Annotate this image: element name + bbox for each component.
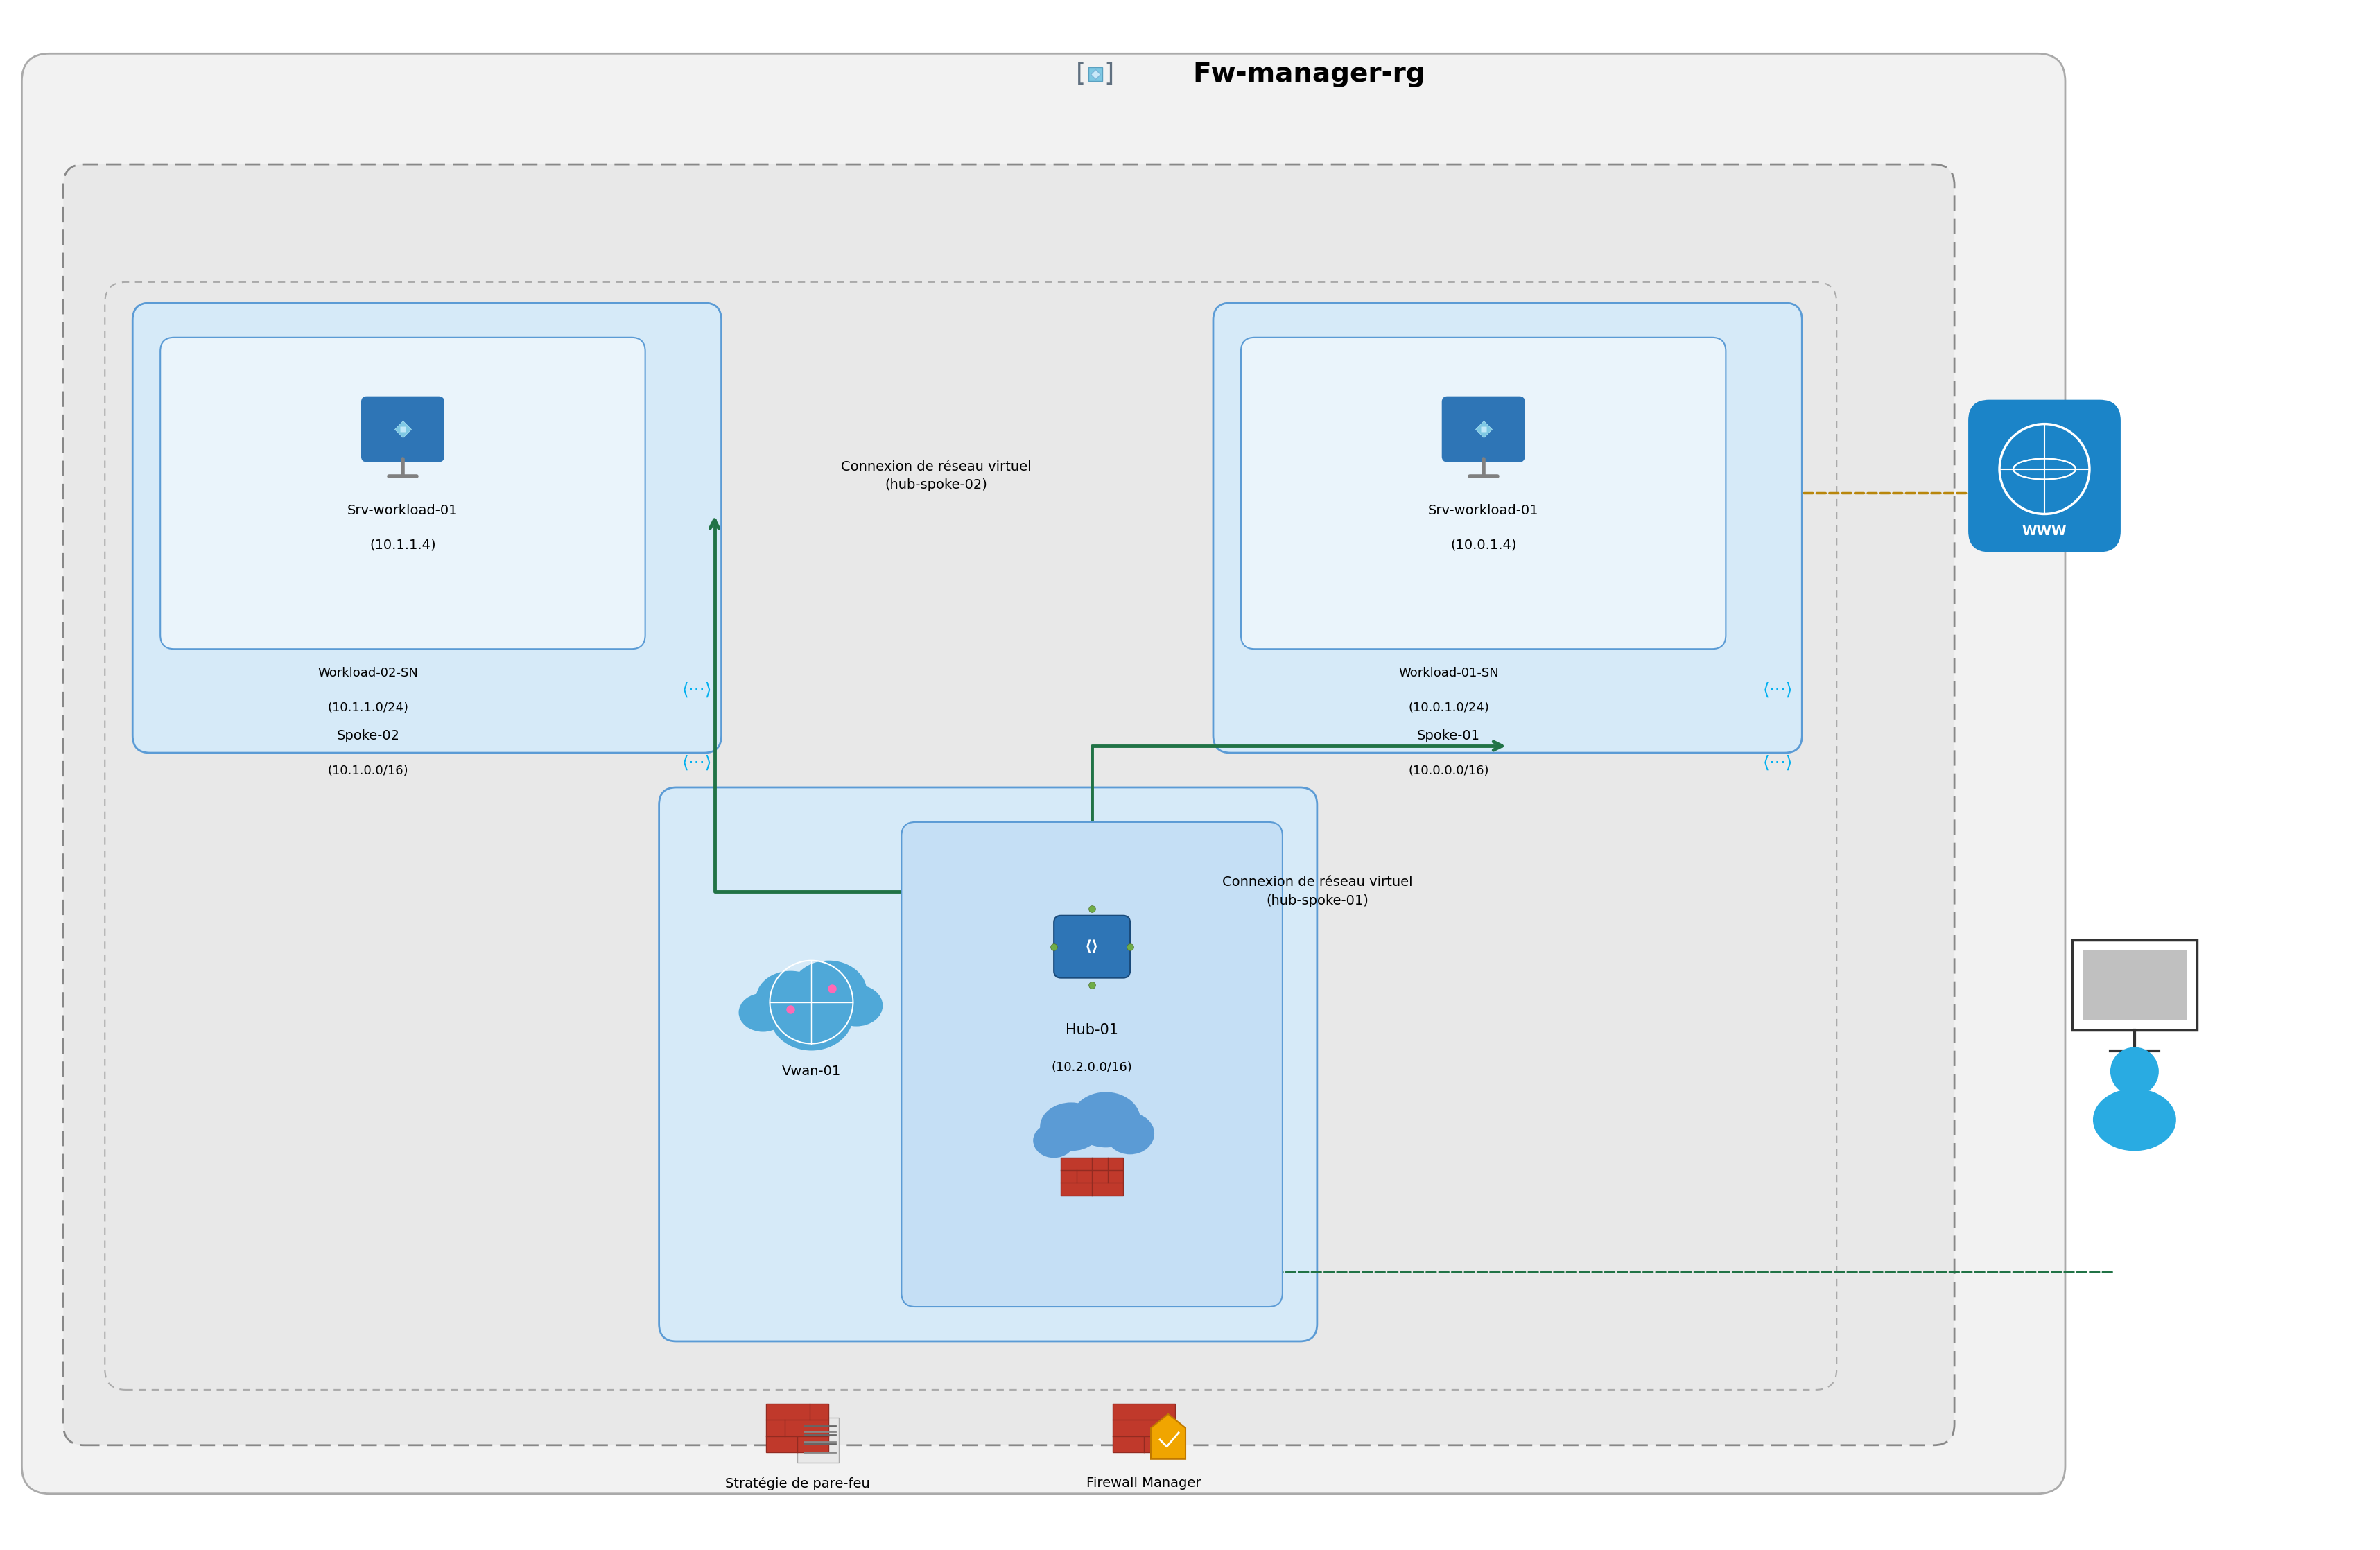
Text: [ ]: [ ] bbox=[1073, 62, 1119, 87]
Ellipse shape bbox=[1033, 1124, 1076, 1158]
Text: ⟨⟩: ⟨⟩ bbox=[1085, 939, 1100, 953]
Text: Firewall Manager: Firewall Manager bbox=[1088, 1476, 1202, 1490]
Text: Spoke-02: Spoke-02 bbox=[336, 730, 400, 742]
FancyBboxPatch shape bbox=[2082, 950, 2187, 1020]
Text: WWW: WWW bbox=[2023, 525, 2066, 538]
Ellipse shape bbox=[2092, 1088, 2175, 1152]
FancyBboxPatch shape bbox=[105, 282, 1837, 1390]
Ellipse shape bbox=[769, 981, 852, 1051]
FancyBboxPatch shape bbox=[1114, 1404, 1176, 1452]
FancyBboxPatch shape bbox=[64, 164, 1954, 1445]
Ellipse shape bbox=[831, 984, 883, 1026]
Polygon shape bbox=[1152, 1414, 1185, 1459]
FancyBboxPatch shape bbox=[1442, 397, 1526, 462]
Ellipse shape bbox=[1107, 1113, 1154, 1155]
Text: Srv-workload-01: Srv-workload-01 bbox=[1428, 504, 1537, 518]
Text: (10.0.1.0/24): (10.0.1.0/24) bbox=[1409, 702, 1490, 715]
Text: (10.2.0.0/16): (10.2.0.0/16) bbox=[1052, 1062, 1133, 1074]
FancyBboxPatch shape bbox=[133, 302, 721, 753]
FancyBboxPatch shape bbox=[1061, 1158, 1123, 1197]
Text: Spoke-01: Spoke-01 bbox=[1416, 730, 1480, 742]
FancyBboxPatch shape bbox=[362, 397, 445, 462]
FancyBboxPatch shape bbox=[21, 54, 2066, 1494]
Text: (10.1.1.4): (10.1.1.4) bbox=[369, 538, 436, 552]
Text: (10.0.1.4): (10.0.1.4) bbox=[1449, 538, 1516, 552]
Text: Hub-01: Hub-01 bbox=[1066, 1023, 1119, 1037]
FancyBboxPatch shape bbox=[659, 787, 1316, 1341]
Text: Connexion de réseau virtuel
(hub-spoke-02): Connexion de réseau virtuel (hub-spoke-0… bbox=[840, 460, 1031, 491]
Ellipse shape bbox=[1071, 1093, 1140, 1147]
Circle shape bbox=[2111, 1048, 2159, 1096]
Text: ⟨···⟩: ⟨···⟩ bbox=[1764, 755, 1792, 772]
FancyBboxPatch shape bbox=[1214, 302, 1802, 753]
Text: Fw-manager-rg: Fw-manager-rg bbox=[1192, 60, 1426, 87]
Ellipse shape bbox=[738, 994, 788, 1032]
Text: Vwan-01: Vwan-01 bbox=[783, 1065, 840, 1077]
Text: (10.1.1.0/24): (10.1.1.0/24) bbox=[328, 702, 409, 715]
FancyBboxPatch shape bbox=[1968, 400, 2121, 552]
Text: Workload-02-SN: Workload-02-SN bbox=[319, 666, 419, 679]
Ellipse shape bbox=[757, 970, 826, 1026]
FancyBboxPatch shape bbox=[1240, 338, 1726, 649]
Ellipse shape bbox=[790, 961, 866, 1023]
FancyBboxPatch shape bbox=[1054, 916, 1130, 978]
Text: ⟨···⟩: ⟨···⟩ bbox=[683, 682, 712, 699]
FancyBboxPatch shape bbox=[159, 338, 645, 649]
FancyBboxPatch shape bbox=[766, 1404, 828, 1452]
Text: ⟨···⟩: ⟨···⟩ bbox=[1764, 682, 1792, 699]
FancyBboxPatch shape bbox=[797, 1418, 840, 1463]
Text: Workload-01-SN: Workload-01-SN bbox=[1399, 666, 1499, 679]
FancyBboxPatch shape bbox=[2073, 939, 2197, 1029]
Text: (10.0.0.0/16): (10.0.0.0/16) bbox=[1409, 764, 1490, 777]
Ellipse shape bbox=[1040, 1102, 1102, 1152]
Text: Srv-workload-01: Srv-workload-01 bbox=[347, 504, 457, 518]
Text: (10.1.0.0/16): (10.1.0.0/16) bbox=[328, 764, 409, 777]
Text: Stratégie de pare-feu: Stratégie de pare-feu bbox=[726, 1476, 871, 1490]
FancyBboxPatch shape bbox=[902, 822, 1283, 1307]
Text: ⟨···⟩: ⟨···⟩ bbox=[683, 755, 712, 772]
Text: Connexion de réseau virtuel
(hub-spoke-01): Connexion de réseau virtuel (hub-spoke-0… bbox=[1221, 876, 1411, 907]
